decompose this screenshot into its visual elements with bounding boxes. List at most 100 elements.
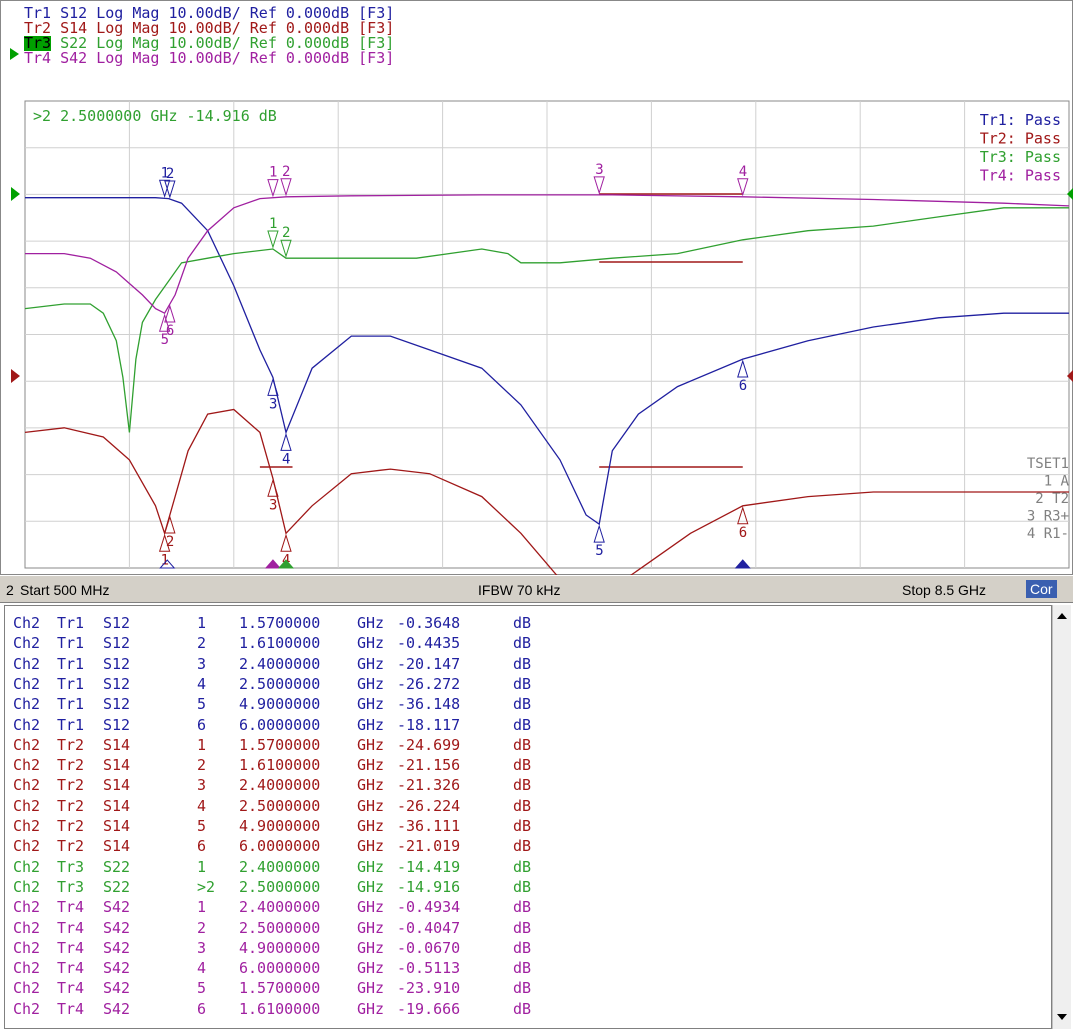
marker-mk: 6 <box>197 837 207 856</box>
marker-mk: >2 <box>197 877 216 896</box>
marker-ch: Ch2 <box>13 979 41 998</box>
marker-vunit: dB <box>513 817 532 835</box>
trace-header-tr3[interactable]: Tr3 S22 Log Mag 10.00dB/ Ref 0.000dB [F3… <box>24 36 394 51</box>
channel-number[interactable]: 2 <box>6 582 14 598</box>
marker-unit: GHz <box>357 796 385 815</box>
marker-triangle-icon[interactable] <box>267 377 279 396</box>
marker-ch: Ch2 <box>13 877 41 896</box>
marker-tr: Tr4 <box>57 979 85 998</box>
marker-freq: 1.5700000 <box>239 979 321 998</box>
marker-vunit: dB <box>513 796 532 815</box>
marker-triangle-icon[interactable] <box>267 230 279 249</box>
marker-triangle-icon[interactable] <box>158 313 171 332</box>
trace-line-1[interactable] <box>25 197 1069 526</box>
scroll-down-icon <box>1057 1014 1067 1020</box>
active-trace-arrow-icon <box>10 48 19 60</box>
scroll-up-button[interactable] <box>1053 607 1071 625</box>
marker-label: 5 <box>161 332 169 348</box>
marker-mk: 2 <box>197 756 207 775</box>
trace-line-3[interactable] <box>24 207 1069 433</box>
measurement-graph[interactable]: Tr1 S12 Log Mag 10.00dB/ Ref 0.000dB [F3… <box>0 0 1073 576</box>
marker-triangle-icon[interactable] <box>737 178 749 197</box>
marker-triangle-icon[interactable] <box>280 239 292 258</box>
scroll-down-button[interactable] <box>1053 1008 1071 1026</box>
trace-header-tr4[interactable]: Tr4 S42 Log Mag 10.00dB/ Ref 0.000dB [F3… <box>24 51 394 66</box>
marker-val: -20.147 <box>397 654 461 673</box>
marker-triangle-icon[interactable] <box>280 432 292 451</box>
correction-badge[interactable]: Cor <box>1026 580 1057 598</box>
marker-ch: Ch2 <box>13 674 41 693</box>
marker-ch: Ch2 <box>13 715 41 734</box>
marker-vunit: dB <box>513 654 532 673</box>
marker-mk: 2 <box>197 634 207 653</box>
marker-vunit: dB <box>513 877 532 896</box>
marker-triangle-icon[interactable] <box>280 533 292 552</box>
ref-level-arrow-icon <box>1067 188 1073 200</box>
marker-triangle-icon[interactable] <box>267 478 279 497</box>
trace-header-tr1[interactable]: Tr1 S12 Log Mag 10.00dB/ Ref 0.000dB [F3… <box>24 6 394 21</box>
trace-scale: 10.00dB/ <box>168 34 241 52</box>
marker-mk: 4 <box>197 796 207 815</box>
marker-unit: GHz <box>357 877 385 896</box>
marker-triangle-icon[interactable] <box>737 506 749 525</box>
marker-param: S14 <box>103 756 131 775</box>
stimulus-marker-icon[interactable] <box>277 559 295 569</box>
marker-table-scrollbar[interactable] <box>1052 605 1071 1029</box>
marker-vunit: dB <box>513 938 532 957</box>
stimulus-marker-icon[interactable] <box>264 559 282 569</box>
marker-unit: GHz <box>357 817 385 835</box>
marker-freq: 2.4000000 <box>239 776 321 795</box>
marker-param: S42 <box>103 918 131 937</box>
marker-vunit: dB <box>513 999 532 1018</box>
trace-header-tr2[interactable]: Tr2 S14 Log Mag 10.00dB/ Ref 0.000dB [F3… <box>24 21 394 36</box>
trace-ref: Ref 0.000dB <box>249 4 350 22</box>
marker-mk: 6 <box>197 715 207 734</box>
trace-param: S22 <box>60 34 88 52</box>
marker-label: 2 <box>282 225 290 241</box>
marker-unit: GHz <box>357 999 385 1018</box>
trace-line-4[interactable] <box>25 194 1070 315</box>
marker-param: S14 <box>103 735 131 754</box>
marker-triangle-icon[interactable] <box>280 178 292 197</box>
marker-param: S12 <box>103 614 131 632</box>
marker-triangle-icon[interactable] <box>164 304 176 323</box>
trace-id: Tr4 <box>24 49 52 67</box>
marker-unit: GHz <box>357 715 385 734</box>
active-marker-readout: >2 2.5000000 GHz -14.916 dB <box>33 107 277 125</box>
trace-param: S12 <box>60 4 88 22</box>
ref-level-arrow-icon <box>11 369 20 383</box>
marker-triangle-icon[interactable] <box>164 180 176 199</box>
marker-label: 3 <box>595 162 603 178</box>
marker-freq: 2.5000000 <box>239 918 321 937</box>
marker-ch: Ch2 <box>13 756 41 775</box>
marker-val: -24.699 <box>397 735 461 754</box>
tset-label: 3 R3+ <box>1027 509 1069 525</box>
marker-freq: 1.6100000 <box>239 634 321 653</box>
marker-param: S14 <box>103 796 131 815</box>
stimulus-marker-icon[interactable] <box>734 559 751 569</box>
marker-param: S14 <box>103 837 131 856</box>
trace-fn: [F3] <box>358 4 395 22</box>
marker-tr: Tr4 <box>57 898 85 917</box>
trace-scale: 10.00dB/ <box>168 19 241 37</box>
marker-mk: 4 <box>197 959 207 978</box>
marker-triangle-icon[interactable] <box>267 179 279 198</box>
limit-test-result: Tr2: Pass <box>980 130 1061 148</box>
marker-triangle-icon[interactable] <box>158 533 171 552</box>
marker-unit: GHz <box>357 938 385 957</box>
ifbw-value[interactable]: IFBW 70 kHz <box>478 582 561 598</box>
marker-triangle-icon[interactable] <box>164 515 176 534</box>
marker-label: 5 <box>595 543 603 559</box>
marker-triangle-icon[interactable] <box>593 176 605 195</box>
marker-mk: 3 <box>197 938 207 957</box>
marker-param: S42 <box>103 938 131 957</box>
marker-unit: GHz <box>357 614 385 632</box>
marker-label: 2 <box>166 166 174 182</box>
marker-triangle-icon[interactable] <box>737 359 749 378</box>
start-frequency[interactable]: Start 500 MHz <box>20 582 110 598</box>
stop-frequency[interactable]: Stop 8.5 GHz <box>902 582 987 598</box>
marker-triangle-icon[interactable] <box>593 524 605 543</box>
stimulus-marker-icon[interactable] <box>159 559 176 569</box>
marker-tr: Tr2 <box>57 756 85 775</box>
trace-plot[interactable]: 12345612345612123456>2 2.5000000 GHz -14… <box>1 1 1073 576</box>
